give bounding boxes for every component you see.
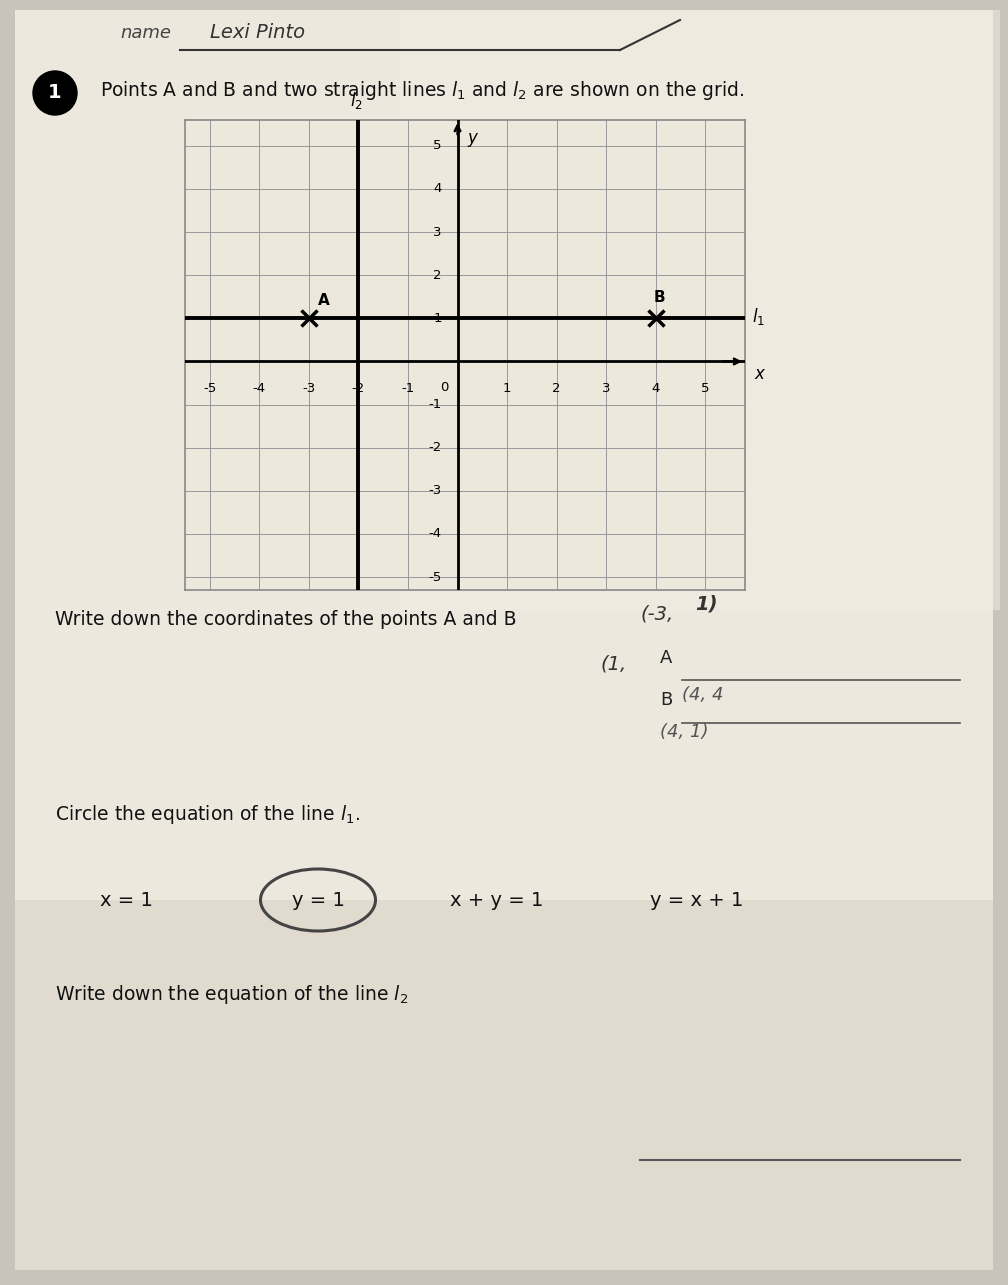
Text: -3: -3 (302, 382, 316, 396)
Text: x: x (755, 365, 765, 383)
Text: x = 1: x = 1 (100, 891, 153, 910)
Text: 1): 1) (695, 595, 718, 614)
Text: $l_1$: $l_1$ (752, 306, 765, 326)
Text: (4, 1): (4, 1) (660, 723, 709, 741)
Text: A: A (660, 649, 672, 667)
Text: -4: -4 (428, 527, 442, 541)
Text: 2: 2 (433, 269, 442, 281)
Text: 5: 5 (702, 382, 710, 396)
FancyBboxPatch shape (15, 899, 993, 1270)
Text: 5: 5 (433, 139, 442, 153)
Text: (-3,: (-3, (640, 605, 673, 625)
Text: (1,: (1, (600, 655, 626, 675)
Text: 0: 0 (440, 380, 449, 394)
Text: A: A (318, 293, 330, 307)
Text: 4: 4 (651, 382, 660, 396)
Text: -3: -3 (428, 484, 442, 497)
Text: name: name (120, 24, 171, 42)
Text: (4, 4: (4, 4 (682, 686, 724, 704)
Text: -1: -1 (428, 398, 442, 411)
Text: y = x + 1: y = x + 1 (650, 891, 743, 910)
Text: 3: 3 (433, 226, 442, 239)
Text: -5: -5 (428, 571, 442, 583)
Text: B: B (660, 691, 672, 709)
Text: y = 1: y = 1 (291, 891, 345, 910)
Text: 3: 3 (602, 382, 611, 396)
Text: -1: -1 (401, 382, 414, 396)
Text: 4: 4 (433, 182, 442, 195)
FancyBboxPatch shape (15, 10, 993, 1270)
Text: Write down the equation of the line $l_2$: Write down the equation of the line $l_2… (55, 983, 408, 1006)
Text: Write down the coordinates of the points A and B: Write down the coordinates of the points… (55, 610, 517, 628)
Text: Points A and B and two straight lines $l_1$ and $l_2$ are shown on the grid.: Points A and B and two straight lines $l… (100, 78, 744, 102)
Text: 2: 2 (552, 382, 560, 396)
Circle shape (33, 71, 77, 114)
Text: -2: -2 (352, 382, 365, 396)
Text: 1: 1 (433, 312, 442, 325)
Text: -5: -5 (204, 382, 217, 396)
Text: -4: -4 (253, 382, 266, 396)
FancyBboxPatch shape (400, 10, 1000, 610)
Text: $l_2$: $l_2$ (350, 90, 363, 111)
Text: 1: 1 (48, 84, 61, 103)
Text: y: y (468, 128, 478, 146)
Text: x + y = 1: x + y = 1 (450, 891, 543, 910)
Text: 1: 1 (503, 382, 511, 396)
Text: -2: -2 (428, 441, 442, 454)
Text: B: B (653, 290, 665, 305)
Text: Lexi Pinto: Lexi Pinto (210, 23, 305, 42)
Text: Circle the equation of the line $l_1$.: Circle the equation of the line $l_1$. (55, 803, 360, 826)
